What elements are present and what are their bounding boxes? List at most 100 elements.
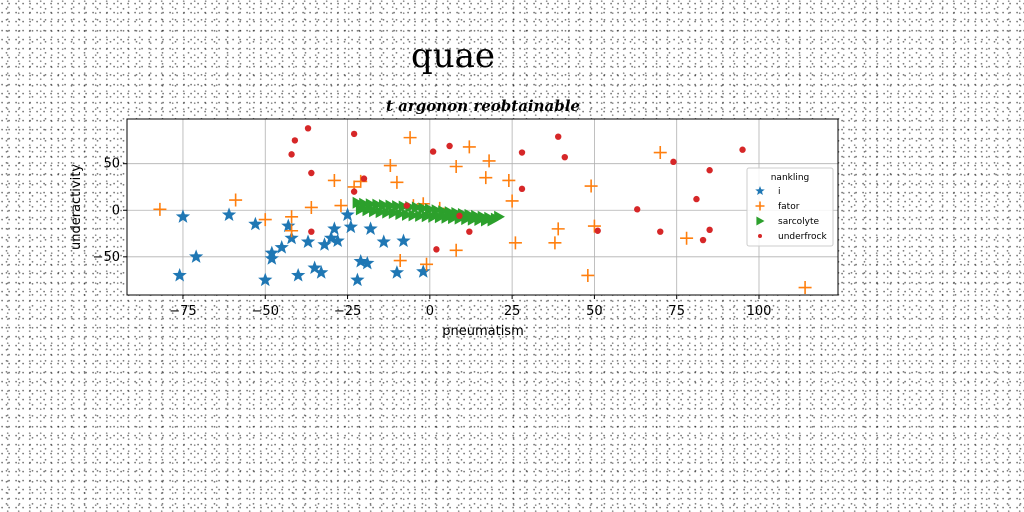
data-point xyxy=(482,154,496,168)
data-point xyxy=(466,228,473,235)
data-point xyxy=(314,265,329,279)
data-point xyxy=(693,195,700,203)
data-point xyxy=(353,253,368,268)
y-tick-label: 0 xyxy=(112,203,120,218)
legend-marker xyxy=(755,186,765,196)
data-point xyxy=(288,151,295,158)
data-point xyxy=(393,254,407,268)
data-point xyxy=(308,169,315,177)
series-layer xyxy=(153,125,812,295)
legend: nankling i fator sarcolyte underfrock xyxy=(746,167,834,247)
x-tick-label: 0 xyxy=(426,304,434,319)
data-point xyxy=(360,255,375,270)
series-i xyxy=(172,207,431,287)
data-point xyxy=(403,202,410,209)
data-point xyxy=(584,179,598,193)
data-point xyxy=(798,281,812,295)
plot-area xyxy=(127,119,838,295)
data-point xyxy=(392,200,403,213)
x-tick-label: 75 xyxy=(668,304,685,319)
data-point xyxy=(264,245,279,260)
data-point xyxy=(258,272,273,287)
data-point xyxy=(581,268,595,282)
data-point xyxy=(403,131,417,145)
data-point xyxy=(456,212,463,220)
data-point xyxy=(555,133,562,140)
y-axis-label: underactivity xyxy=(69,164,84,250)
data-point xyxy=(317,237,332,251)
data-point xyxy=(434,211,446,224)
data-point xyxy=(462,140,476,154)
plot-frame xyxy=(126,118,839,296)
data-point xyxy=(308,228,315,235)
data-point xyxy=(378,199,390,212)
data-point xyxy=(657,228,664,235)
x-tick-label: −75 xyxy=(169,304,196,319)
data-point xyxy=(291,137,299,144)
x-axis-label: pneumatism xyxy=(442,324,524,339)
data-point xyxy=(281,218,296,233)
data-point xyxy=(518,185,526,193)
data-point xyxy=(382,206,394,219)
series-underfrock xyxy=(288,125,746,253)
x-tick-label: 50 xyxy=(586,304,603,319)
x-tick-label: 25 xyxy=(504,304,521,319)
data-point xyxy=(385,199,397,212)
data-point xyxy=(360,175,368,182)
data-point xyxy=(670,158,677,166)
data-point xyxy=(428,210,440,223)
legend-title: nankling xyxy=(771,173,810,183)
data-point xyxy=(285,224,299,238)
data-point xyxy=(389,265,405,279)
data-point xyxy=(401,208,413,221)
x-tick-label: −50 xyxy=(252,304,279,319)
data-point xyxy=(548,236,562,250)
data-point xyxy=(172,267,187,282)
x-tick-label: −25 xyxy=(334,304,361,319)
data-point xyxy=(323,230,339,245)
legend-label: fator xyxy=(778,202,800,212)
data-point xyxy=(376,234,391,248)
data-point xyxy=(352,196,364,209)
data-point xyxy=(706,226,713,234)
data-point xyxy=(425,203,436,216)
data-point xyxy=(304,200,318,214)
data-point xyxy=(350,130,358,138)
data-point xyxy=(388,207,400,220)
data-point xyxy=(175,209,191,223)
ticks: −75 −50 −25 0 25 50 75 100 −50 0 50 xyxy=(93,157,772,319)
data-point xyxy=(327,173,341,187)
data-point xyxy=(365,198,377,211)
data-point xyxy=(304,125,312,132)
legend-frame xyxy=(746,167,834,247)
data-point xyxy=(327,221,342,235)
data-point xyxy=(264,251,279,265)
data-point xyxy=(284,230,299,245)
data-point xyxy=(363,221,378,235)
data-point xyxy=(487,214,499,227)
data-point xyxy=(421,210,433,223)
chart-title: t argonon reobtainable xyxy=(386,97,580,115)
data-point xyxy=(300,234,316,248)
data-point xyxy=(330,233,345,248)
data-point xyxy=(505,194,519,208)
data-point xyxy=(518,149,526,156)
data-point xyxy=(446,142,453,150)
series-sarcolyte xyxy=(352,196,505,227)
data-point xyxy=(494,210,505,223)
suptitle: quae xyxy=(411,36,495,76)
data-point xyxy=(372,198,384,211)
data-point xyxy=(248,216,263,231)
data-point xyxy=(153,202,167,216)
data-point xyxy=(343,219,358,234)
data-point xyxy=(350,188,358,195)
y-tick-label: −50 xyxy=(93,250,120,265)
data-point xyxy=(291,267,306,282)
data-point xyxy=(383,159,397,173)
data-point xyxy=(479,171,493,185)
data-point xyxy=(561,153,568,161)
data-point xyxy=(274,240,289,254)
data-point xyxy=(449,243,463,257)
data-point xyxy=(594,227,601,234)
